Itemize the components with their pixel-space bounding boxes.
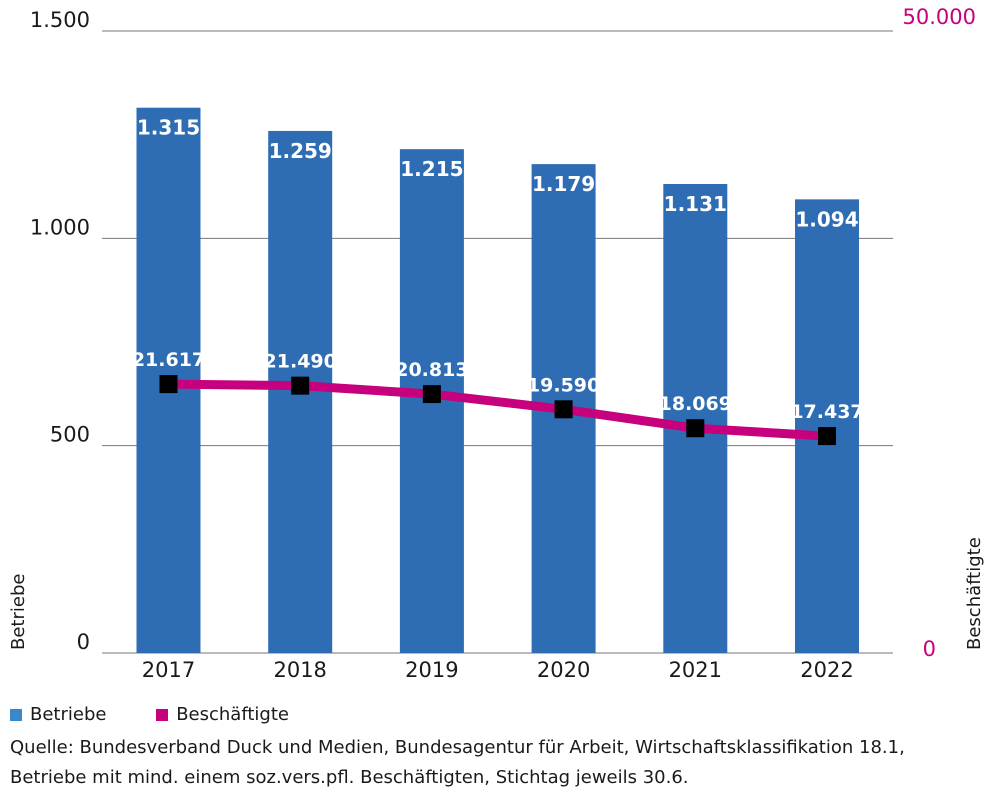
bar-value-label: 1.259 bbox=[269, 139, 332, 163]
legend-item-beschaeftigte: Beschäftigte bbox=[156, 704, 289, 725]
line-point-marker bbox=[686, 419, 705, 438]
gridlines bbox=[102, 30, 893, 654]
bars bbox=[136, 107, 859, 654]
line-point-marker bbox=[554, 400, 573, 419]
line-point-marker bbox=[159, 375, 178, 394]
x-tick-label: 2017 bbox=[142, 658, 195, 682]
y-left-tick-label: 1.500 bbox=[30, 8, 90, 32]
legend: Betriebe Beschäftigte bbox=[10, 704, 333, 726]
y-left-tick-label: 500 bbox=[50, 423, 90, 447]
x-tick-label: 2020 bbox=[537, 658, 590, 682]
source-note: Quelle: Bundesverband Duck und Medien, B… bbox=[10, 733, 980, 793]
line-value-label: 21.617 bbox=[132, 349, 205, 371]
bar bbox=[663, 184, 728, 653]
axes: 0 500 1.000 1.500 50.000 0 Betriebe Beschäftigt… bbox=[8, 5, 985, 682]
y-left-tick-label: 0 bbox=[77, 630, 90, 654]
line-point-marker bbox=[818, 427, 836, 446]
legend-swatch-beschaeftigte bbox=[156, 708, 169, 721]
source-line-1: Quelle: Bundesverband Duck und Medien, B… bbox=[10, 737, 905, 758]
y-left-axis-title: Betriebe bbox=[8, 574, 29, 650]
legend-item-betriebe: Betriebe bbox=[10, 704, 106, 725]
line-value-label: 20.813 bbox=[395, 359, 468, 381]
x-tick-label: 2019 bbox=[405, 658, 458, 682]
line-value-label: 17.437 bbox=[790, 401, 863, 423]
y-right-axis-title: Beschäftigte bbox=[964, 537, 985, 650]
line-value-label: 18.069 bbox=[659, 393, 732, 415]
line-value-label: 19.590 bbox=[527, 374, 600, 396]
bar-value-label: 1.094 bbox=[795, 207, 858, 231]
y-left-tick-label: 1.000 bbox=[30, 215, 90, 239]
y-right-tick-label: 50.000 bbox=[903, 5, 976, 29]
x-tick-label: 2022 bbox=[800, 658, 853, 682]
x-tick-label: 2018 bbox=[273, 658, 326, 682]
legend-label-betriebe: Betriebe bbox=[30, 704, 107, 725]
x-tick-label: 2021 bbox=[669, 658, 722, 682]
line-point-marker bbox=[291, 376, 310, 395]
bar-value-label: 1.215 bbox=[400, 157, 463, 181]
y-right-tick-label: 0 bbox=[923, 637, 936, 661]
line-point-marker bbox=[422, 385, 441, 404]
combo-chart: 0 500 1.000 1.500 50.000 0 Betriebe Beschäftigt… bbox=[8, 5, 985, 682]
bar bbox=[795, 199, 859, 653]
legend-swatch-betriebe bbox=[10, 708, 22, 721]
legend-label-beschaeftigte: Beschäftigte bbox=[176, 704, 289, 725]
source-line-2: Betriebe mit mind. einem soz.vers.pfl. B… bbox=[10, 767, 689, 788]
line-value-label: 21.490 bbox=[264, 351, 337, 373]
bar-value-label: 1.315 bbox=[137, 116, 200, 140]
bar-value-label: 1.179 bbox=[532, 172, 595, 196]
employee-line-path bbox=[164, 379, 832, 441]
data-labels: 1.315 1.259 1.215 1.179 1.131 1.094 21.617 21.4… bbox=[132, 116, 864, 423]
employee-line bbox=[159, 375, 836, 446]
bar-value-label: 1.131 bbox=[664, 192, 727, 216]
